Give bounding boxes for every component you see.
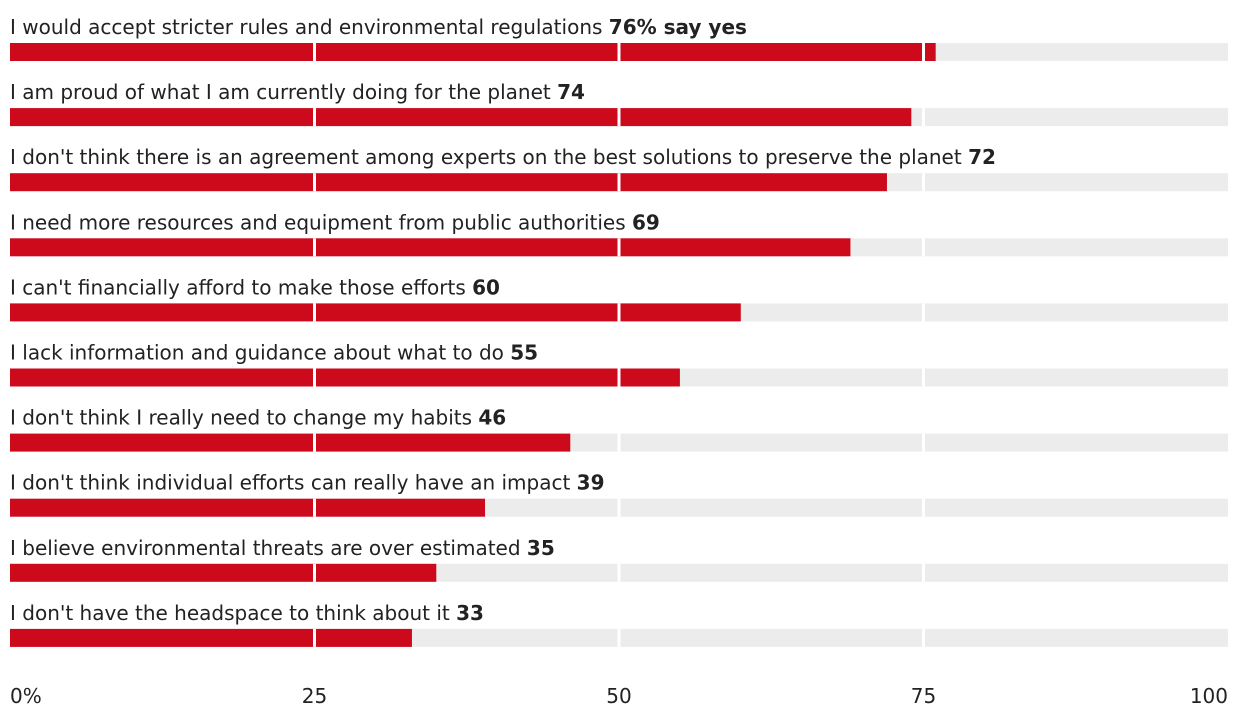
bar-label: I lack information and guidance about wh… [10,341,538,365]
bar-label: I need more resources and equipment from… [10,210,660,234]
bar-category-label: I believe environmental threats are over… [10,536,527,560]
x-tick-label: 25 [302,684,327,706]
x-tick-label: 100 [1190,684,1228,706]
bar-value-label: 76% say yes [609,15,747,39]
x-tick-label: 75 [911,684,936,706]
bar-value-label: 35 [527,536,555,560]
bar [10,368,680,387]
bar [10,173,887,192]
bar-category-label: I don't have the headspace to think abou… [10,601,456,625]
bar-label: I don't think there is an agreement amon… [10,145,996,169]
bar-value-label: 69 [632,210,660,234]
x-tick-label: 50 [606,684,631,706]
bar-category-label: I can't financially afford to make those… [10,275,472,299]
bar [10,498,486,517]
bar [10,108,912,127]
bar-category-label: I don't think there is an agreement amon… [10,145,968,169]
bar-value-label: 72 [968,145,996,169]
bar-value-label: 55 [510,341,538,365]
bar-category-label: I need more resources and equipment from… [10,210,632,234]
bar-label: I believe environmental threats are over… [10,536,555,560]
bar-category-label: I don't think I really need to change my… [10,406,478,430]
bar-category-label: I don't think individual efforts can rea… [10,471,577,495]
x-tick-label: 0% [10,684,42,706]
bar-label: I am proud of what I am currently doing … [10,80,585,104]
bar [10,563,437,582]
bar-label: I don't think individual efforts can rea… [10,471,605,495]
bar-label: I would accept stricter rules and enviro… [10,15,747,39]
bar-category-label: I am proud of what I am currently doing … [10,80,557,104]
bar [10,433,571,452]
x-axis-ticks: 0% 25 50 75 100 [10,684,1228,706]
bar-rows: I would accept stricter rules and enviro… [10,15,1228,647]
bar-category-label: I lack information and guidance about wh… [10,341,510,365]
bar [10,238,851,257]
bar-label: I don't think I really need to change my… [10,406,506,430]
bar-category-label: I would accept stricter rules and enviro… [10,15,609,39]
bar-value-label: 39 [577,471,605,495]
bar [10,43,936,61]
bar [10,628,412,647]
bar-value-label: 33 [456,601,484,625]
bar-value-label: 60 [472,275,500,299]
bar-value-label: 74 [557,80,585,104]
bar-label: I don't have the headspace to think abou… [10,601,484,625]
bar-value-label: 46 [478,406,506,430]
bar-label: I can't financially afford to make those… [10,275,500,299]
bar [10,303,741,322]
